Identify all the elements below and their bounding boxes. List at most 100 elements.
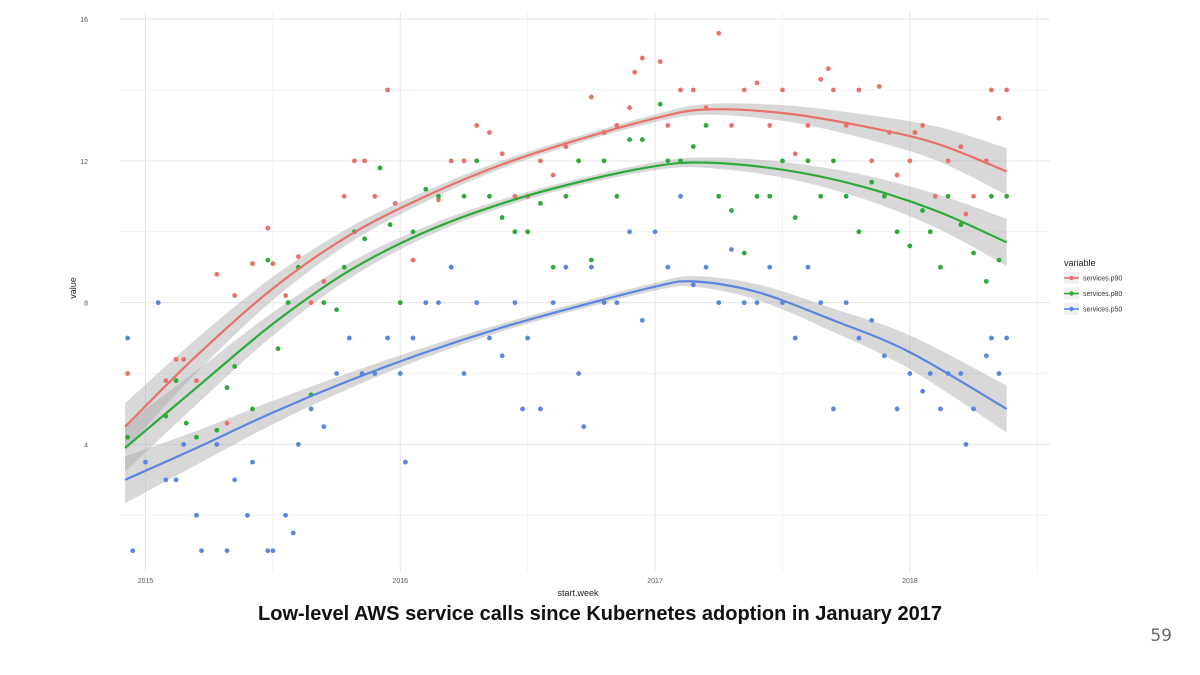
- data-point: [792, 151, 798, 157]
- data-point: [831, 87, 836, 93]
- data-point: [927, 371, 933, 376]
- data-point: [487, 335, 492, 341]
- data-point: [487, 193, 492, 199]
- data-point: [244, 512, 250, 518]
- data-point: [232, 364, 238, 369]
- data-point: [843, 300, 849, 306]
- data-point: [983, 278, 989, 284]
- data-point: [372, 193, 378, 199]
- data-point: [988, 87, 994, 93]
- data-point: [958, 371, 964, 376]
- data-point: [920, 208, 926, 213]
- data-point: [275, 346, 281, 352]
- data-point: [362, 158, 368, 164]
- confidence-bands: [125, 103, 1007, 504]
- data-point: [729, 123, 734, 128]
- data-point: [988, 335, 994, 341]
- legend-label: services.p80: [1083, 291, 1122, 298]
- data-point: [308, 406, 314, 412]
- data-point: [920, 388, 926, 394]
- data-point: [581, 424, 587, 430]
- data-point: [538, 200, 543, 206]
- data-point: [729, 208, 734, 213]
- data-point: [818, 76, 824, 82]
- data-point: [285, 300, 291, 306]
- data-point: [601, 300, 607, 306]
- data-point: [265, 225, 271, 231]
- data-point: [825, 66, 831, 72]
- data-point: [938, 406, 943, 412]
- y-tick-label: 8: [84, 301, 88, 308]
- data-point: [729, 247, 734, 252]
- data-point: [971, 406, 976, 412]
- data-point: [224, 548, 230, 554]
- data-point: [576, 158, 582, 164]
- data-point: [996, 115, 1002, 121]
- data-point: [512, 300, 518, 306]
- data-point: [499, 215, 505, 220]
- data-point: [780, 87, 785, 93]
- data-point: [181, 356, 187, 362]
- data-point: [632, 69, 638, 75]
- data-point: [576, 371, 582, 376]
- legend-key-point: [1069, 275, 1074, 281]
- data-point: [1004, 335, 1010, 341]
- data-point: [499, 151, 505, 157]
- data-point: [525, 335, 531, 341]
- data-point: [869, 179, 875, 185]
- data-point: [130, 548, 136, 554]
- data-point: [402, 459, 408, 465]
- data-point: [1004, 193, 1010, 199]
- data-point: [988, 193, 994, 199]
- data-point: [155, 300, 161, 306]
- data-point: [792, 215, 798, 220]
- data-point: [265, 548, 271, 554]
- grid: [120, 12, 1050, 572]
- data-point: [232, 293, 238, 298]
- legend-label: services.p90: [1083, 276, 1122, 283]
- data-point: [563, 264, 569, 270]
- data-point: [881, 193, 887, 199]
- data-point: [520, 406, 525, 412]
- data-point: [716, 30, 722, 36]
- data-point: [665, 158, 671, 164]
- data-point: [690, 282, 696, 288]
- data-point: [199, 548, 204, 554]
- data-point: [805, 123, 811, 128]
- data-point: [703, 264, 709, 270]
- data-point: [639, 55, 645, 61]
- data-point: [308, 300, 314, 306]
- data-point: [831, 406, 836, 412]
- data-point: [448, 158, 454, 164]
- data-point: [657, 101, 663, 107]
- data-point: [963, 211, 969, 217]
- data-point: [387, 222, 393, 228]
- data-point: [665, 123, 671, 128]
- data-point: [125, 371, 131, 376]
- trend-line: [124, 108, 1008, 428]
- data-point: [703, 123, 709, 128]
- data-point: [996, 371, 1002, 376]
- data-point: [876, 84, 882, 89]
- trend-line: [124, 161, 1008, 449]
- data-point: [741, 300, 747, 306]
- data-point: [856, 229, 862, 235]
- x-tick-label: 2016: [392, 578, 408, 585]
- data-point: [614, 123, 620, 128]
- data-point: [283, 293, 289, 298]
- data-point: [525, 229, 531, 235]
- data-point: [805, 158, 811, 164]
- data-point: [780, 158, 785, 164]
- data-point: [958, 222, 964, 228]
- data-point: [563, 144, 569, 150]
- y-axis-title: value: [68, 277, 78, 299]
- data-point: [639, 137, 645, 142]
- legend: variable services.p90services.p80service…: [1064, 258, 1122, 315]
- data-point: [334, 307, 339, 313]
- data-point: [614, 300, 620, 306]
- data-point: [295, 254, 301, 259]
- trend-lines: [124, 108, 1008, 481]
- data-point: [538, 158, 543, 164]
- data-point: [563, 193, 569, 199]
- data-point: [250, 261, 255, 267]
